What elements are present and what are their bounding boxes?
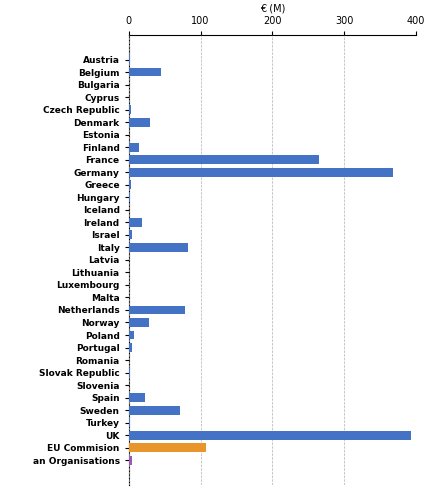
Bar bbox=[129, 180, 131, 189]
Bar bbox=[129, 231, 132, 239]
Bar bbox=[129, 155, 319, 164]
Bar bbox=[129, 368, 130, 377]
Bar bbox=[129, 68, 161, 76]
Bar bbox=[129, 305, 185, 314]
X-axis label: € (M): € (M) bbox=[260, 3, 285, 13]
Bar bbox=[129, 331, 134, 340]
Bar bbox=[129, 393, 145, 402]
Bar bbox=[129, 143, 139, 151]
Bar bbox=[129, 118, 150, 127]
Bar bbox=[129, 406, 181, 414]
Bar bbox=[129, 193, 130, 201]
Bar bbox=[129, 243, 187, 252]
Bar bbox=[129, 418, 130, 427]
Bar bbox=[129, 105, 131, 114]
Bar bbox=[129, 431, 411, 440]
Bar bbox=[129, 55, 130, 64]
Bar bbox=[129, 444, 206, 452]
Bar bbox=[129, 168, 393, 177]
Bar bbox=[129, 218, 142, 227]
Bar bbox=[129, 343, 132, 352]
Bar bbox=[129, 456, 132, 465]
Bar bbox=[129, 318, 149, 327]
